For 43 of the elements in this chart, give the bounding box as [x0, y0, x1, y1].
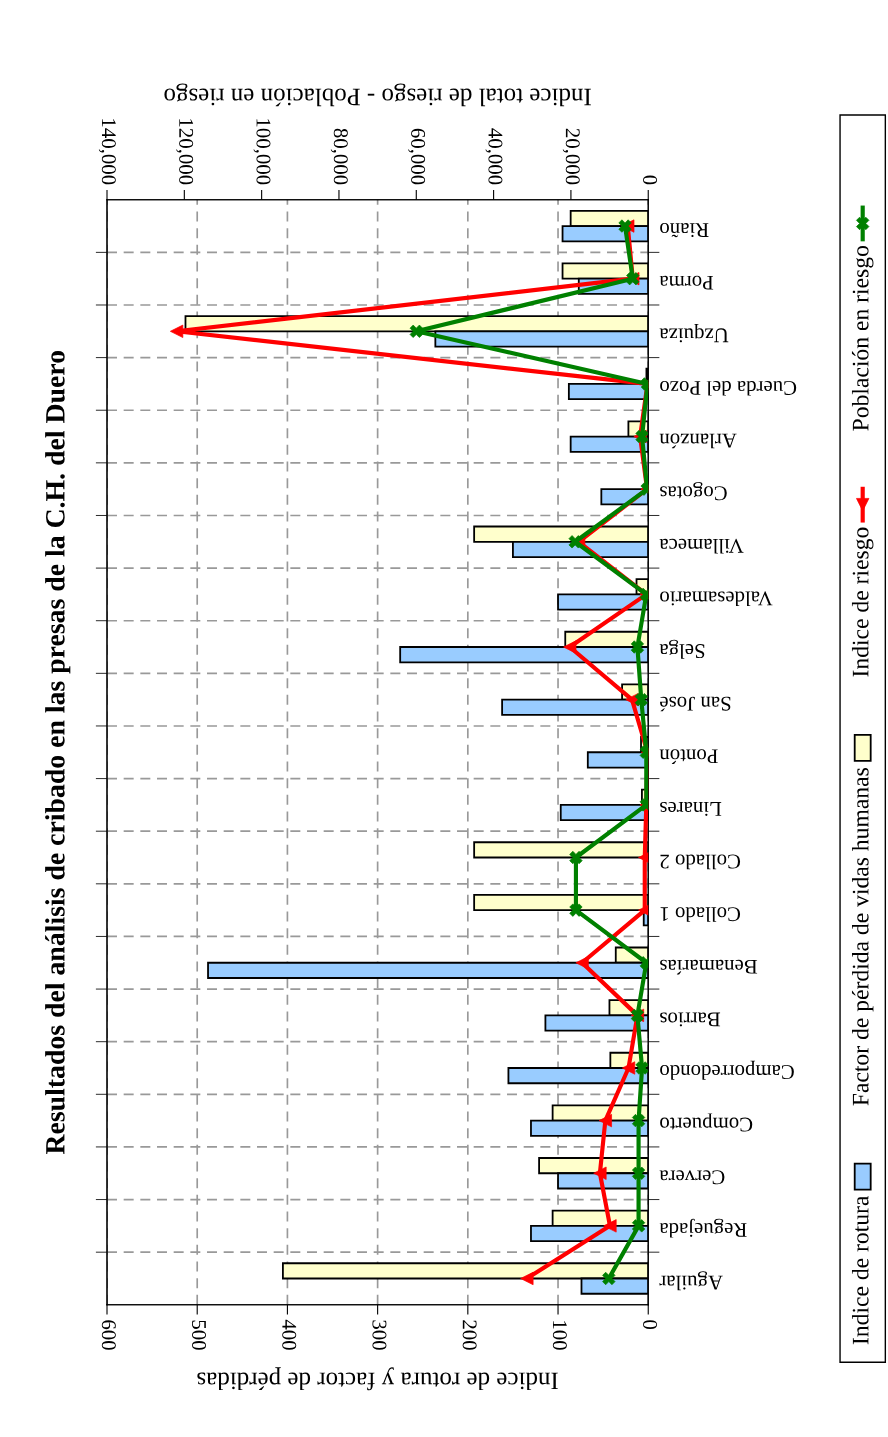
x-axis-title: Indice de rotura y factor de pérdidas — [197, 1367, 558, 1391]
y-tick-label: Valdesamario — [660, 591, 773, 607]
x2-tick-label: 80,000 — [330, 128, 348, 185]
y-tick-label: Uzquiza — [659, 324, 729, 343]
y-tick-label: Collado 1 — [660, 907, 741, 922]
y-tick-label: San José — [660, 696, 731, 712]
legend-label: Indice de riesgo — [851, 527, 874, 677]
x2-tick-label: 20,000 — [562, 128, 580, 185]
y-tick-label: Collado 2 — [660, 854, 741, 870]
y-tick-label: Porma — [659, 275, 714, 290]
y-tick-label: Cuerda del Pozo — [660, 380, 797, 396]
x2-tick-label: 140,000 — [98, 119, 116, 185]
y-tick-label: Reguejada — [659, 1218, 747, 1238]
legend-label: Indice de rotura — [851, 1195, 869, 1345]
x-tick-label: 100 — [552, 1321, 567, 1350]
legend-label: Factor de pérdida de vidas humanas — [851, 768, 874, 1106]
y-tick-label: Riaño — [660, 223, 709, 238]
y-tick-label: Compuerto — [660, 1113, 753, 1132]
x-tick-label: 0 — [643, 1320, 658, 1329]
x-tick-label: 200 — [462, 1320, 477, 1350]
x2-tick-label: 60,000 — [408, 128, 426, 185]
y-tick-label: Selga — [659, 639, 705, 659]
x2-tick-label: 120,000 — [176, 119, 194, 185]
y-tick-label: Benamarías — [660, 959, 758, 975]
y-tick-label: Linares — [660, 801, 722, 816]
y-tick-label: Cogotas — [660, 481, 727, 501]
x2-axis-title: Indice total de riesgo - Población en riesgo — [164, 83, 591, 107]
y-tick-label: Arlanzón — [659, 433, 737, 449]
y-tick-label: Camporredondo — [660, 1060, 794, 1080]
y-tick-label: Cervera — [659, 1170, 725, 1185]
x2-tick-label: 40,000 — [485, 128, 503, 185]
legend-label: Población en riesgo — [851, 246, 874, 431]
x-tick-label: 600 — [101, 1320, 116, 1350]
y-tick-label: Aguilar — [659, 1271, 723, 1291]
x-tick-label: 400 — [282, 1319, 297, 1350]
y-tick-label: Villameca — [659, 538, 744, 554]
y-tick-label: Pontón — [659, 749, 718, 764]
x2-tick-label: 0 — [643, 175, 658, 185]
text: Resultados del análisis de cribado en las presas de la C.H. del Duero — [45, 351, 71, 1155]
x-tick-label: 300 — [372, 1320, 387, 1350]
x-tick-label: 500 — [192, 1320, 207, 1350]
y-tick-label: Barrios — [660, 1012, 721, 1027]
x2-tick-label: 100,000 — [253, 119, 271, 185]
